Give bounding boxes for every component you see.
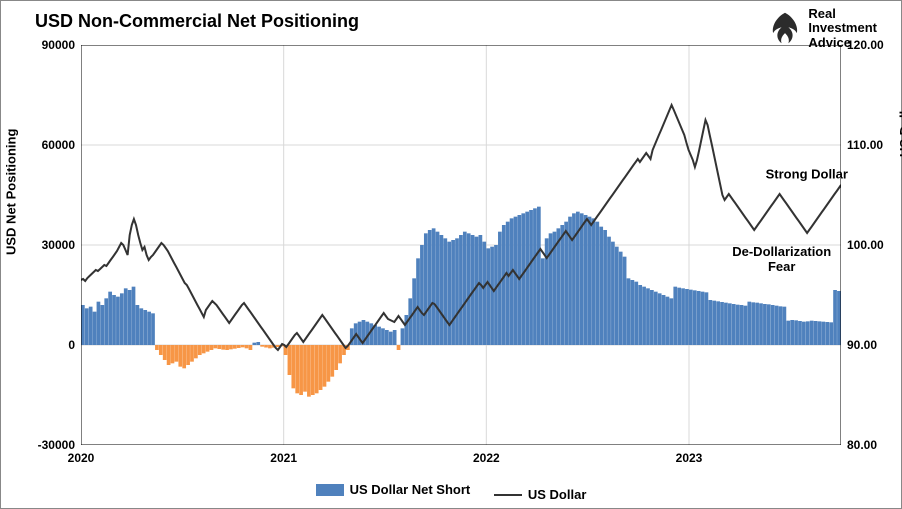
chart-plot — [81, 45, 841, 445]
x-tick-label: 2020 — [68, 451, 95, 465]
chart-annotation: De-Dollarization Fear — [732, 245, 831, 275]
y1-tick-label: 0 — [68, 338, 75, 352]
legend-item-bars: US Dollar Net Short — [316, 482, 471, 497]
legend-swatch-bars — [316, 484, 344, 496]
y2-tick-label: 100.00 — [847, 238, 884, 252]
y2-tick-label: 110.00 — [847, 138, 883, 152]
y1-tick-label: 30000 — [42, 238, 75, 252]
legend-label-bars: US Dollar Net Short — [350, 482, 471, 497]
legend: US Dollar Net Short US Dollar — [1, 482, 901, 502]
legend-label-line: US Dollar — [528, 487, 587, 502]
eagle-icon — [768, 11, 802, 45]
x-tick-label: 2022 — [473, 451, 500, 465]
y2-tick-label: 120.00 — [847, 38, 884, 52]
x-tick-label: 2023 — [676, 451, 703, 465]
y1-tick-label: -30000 — [38, 438, 75, 452]
chart-container: { "title": "USD Non-Commercial Net Posit… — [0, 0, 902, 509]
legend-swatch-line — [494, 494, 522, 496]
y1-tick-label: 90000 — [42, 38, 75, 52]
y2-tick-label: 90.00 — [847, 338, 877, 352]
y2-axis-label: US Dollar — [898, 99, 902, 158]
legend-item-line: US Dollar — [494, 487, 587, 502]
x-tick-label: 2021 — [270, 451, 297, 465]
chart-title: USD Non-Commercial Net Positioning — [35, 11, 359, 32]
y1-tick-label: 60000 — [42, 138, 75, 152]
y2-tick-label: 80.00 — [847, 438, 877, 452]
chart-annotation: Strong Dollar — [766, 168, 848, 183]
y1-axis-label: USD Net Positioning — [4, 128, 19, 254]
